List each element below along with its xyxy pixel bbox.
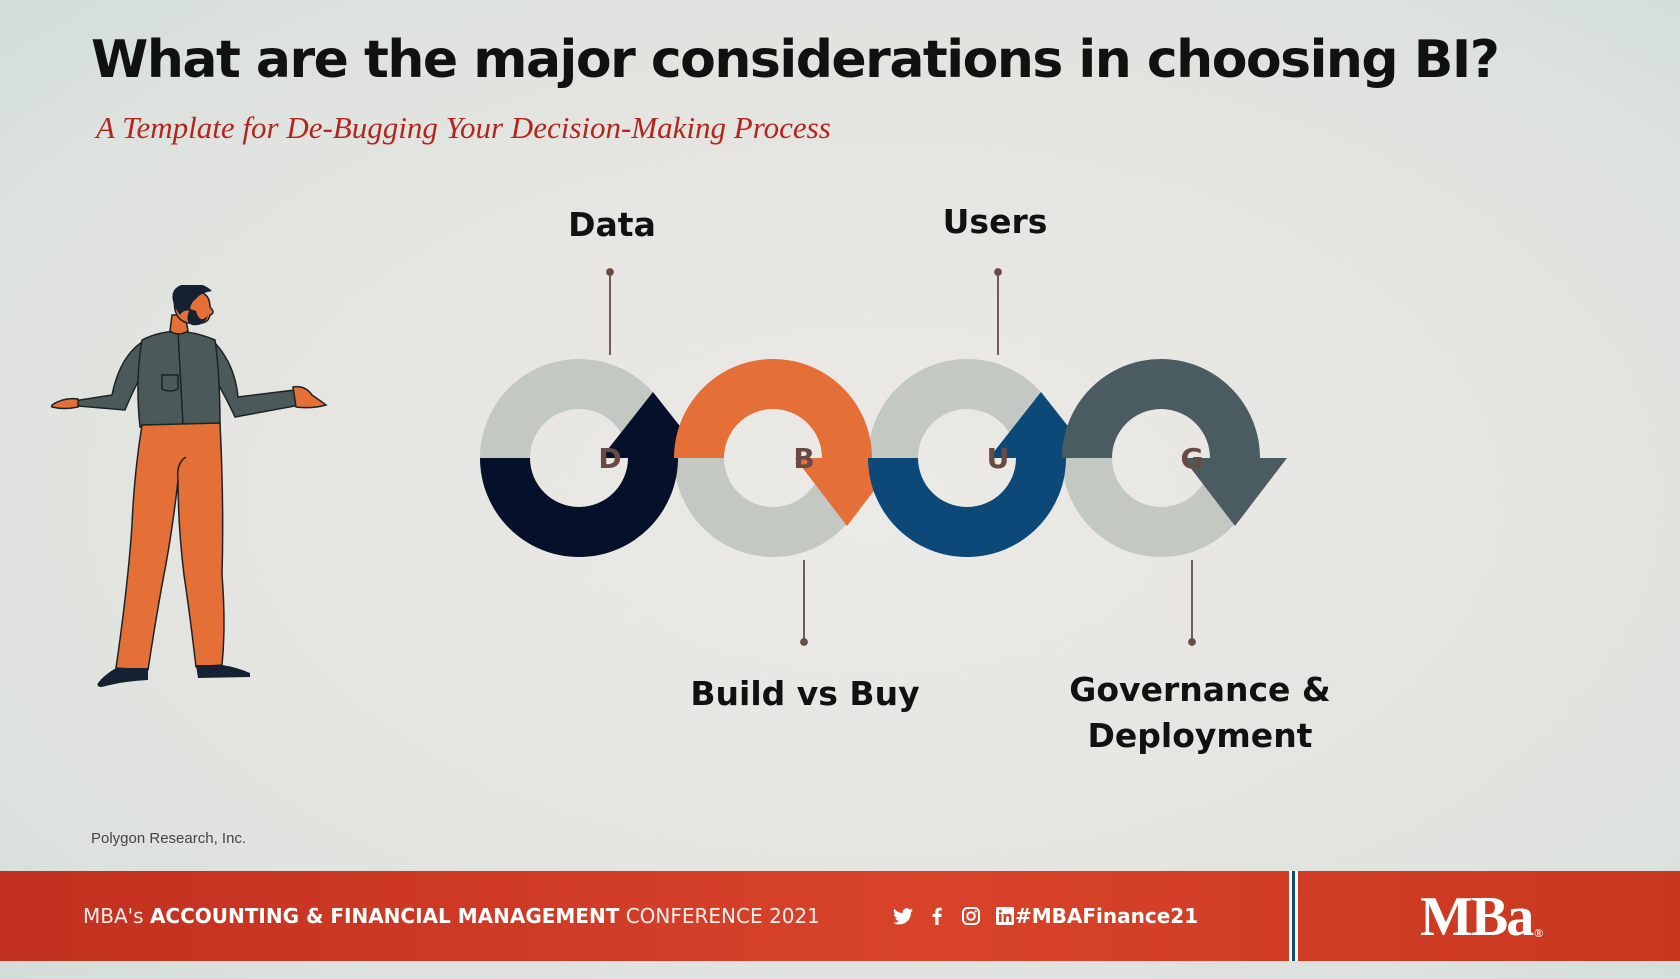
linkedin-icon[interactable] [995, 906, 1015, 926]
label-users: Users [942, 202, 1048, 241]
footer-event-bold: ACCOUNTING & FINANCIAL MANAGEMENT [149, 904, 620, 928]
twitter-icon[interactable] [893, 906, 913, 926]
logo-text: MBa [1420, 886, 1534, 948]
label-build-vs-buy: Build vs Buy [690, 674, 920, 713]
hashtag-text[interactable]: #MBAFinance21 [1015, 904, 1199, 928]
arrow-g [1183, 458, 1287, 526]
arc-b [674, 359, 872, 458]
social-icons [893, 871, 1015, 961]
mba-logo: MBa ® [1420, 871, 1543, 961]
letter-b: B [793, 442, 814, 475]
conference-name: MBA's ACCOUNTING & FINANCIAL MANAGEMENT … [83, 871, 820, 961]
slide-subtitle: A Template for De-Bugging Your Decision-… [96, 110, 831, 145]
logo-registered-mark: ® [1534, 926, 1544, 940]
credit-text: Polygon Research, Inc. [91, 830, 247, 847]
arc-u [868, 458, 1066, 557]
letter-d: D [598, 442, 621, 475]
footer-prefix: MBA's [83, 904, 144, 928]
instagram-icon[interactable] [961, 906, 981, 926]
footer-event-light: CONFERENCE 2021 [625, 904, 820, 928]
facebook-icon[interactable] [927, 906, 947, 926]
letter-g: G [1181, 442, 1204, 475]
dbug-cycle-diagram: D B U G [480, 268, 1287, 646]
footer-divider [1289, 871, 1298, 961]
footer-bar: MBA's ACCOUNTING & FINANCIAL MANAGEMENT … [0, 871, 1680, 961]
label-data: Data [568, 205, 656, 244]
arc-d [480, 458, 678, 557]
letter-u: U [987, 442, 1010, 475]
person-illustration [50, 285, 328, 687]
slide-title: What are the major considerations in cho… [91, 30, 1500, 90]
arc-g [1062, 359, 1260, 458]
label-governance-deployment: Governance & Deployment [1069, 670, 1331, 755]
